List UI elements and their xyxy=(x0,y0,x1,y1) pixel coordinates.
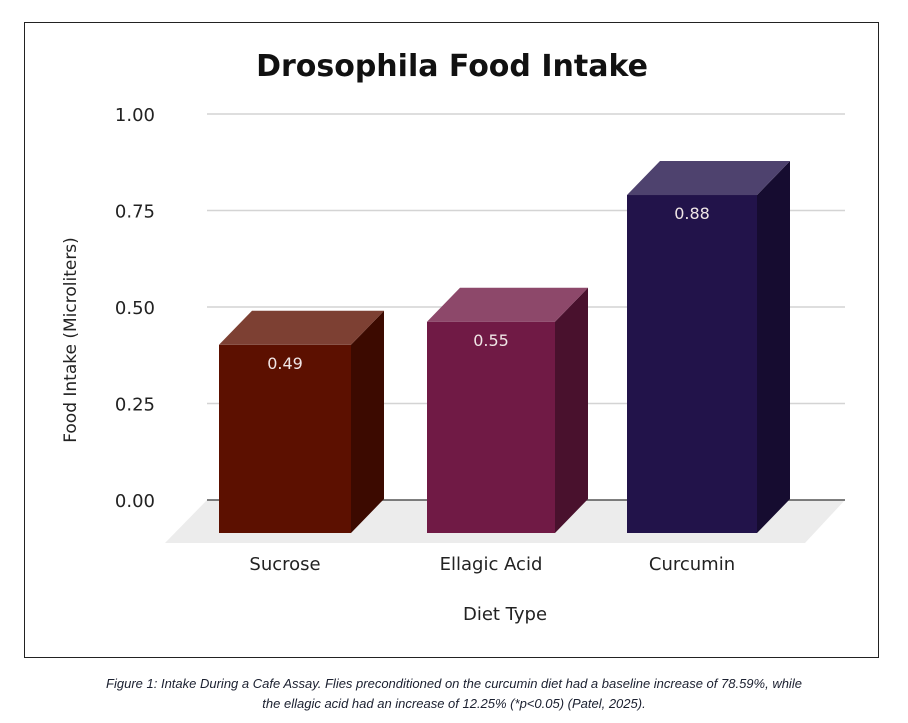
y-tick-label: 0.75 xyxy=(115,202,155,223)
figure-caption: Figure 1: Intake During a Cafe Assay. Fl… xyxy=(0,674,908,714)
caption-line-1: Figure 1: Intake During a Cafe Assay. Fl… xyxy=(106,676,802,691)
chart-title: Drosophila Food Intake xyxy=(256,49,648,84)
bar-ellagic-acid: 0.55 Ellagic Acid xyxy=(427,287,588,575)
bar-side xyxy=(555,287,588,533)
y-tick-label: 1.00 xyxy=(115,105,155,126)
bar-side xyxy=(351,310,384,533)
chart-frame xyxy=(24,22,879,658)
bar-front xyxy=(219,344,351,533)
bar-side xyxy=(757,161,790,533)
x-tick-label: Curcumin xyxy=(649,554,735,575)
bar-front xyxy=(427,321,555,533)
data-label: 0.88 xyxy=(674,204,710,223)
bar-sucrose: 0.49 Sucrose xyxy=(219,310,384,575)
y-tick-label: 0.50 xyxy=(115,298,155,319)
x-tick-label: Ellagic Acid xyxy=(440,554,543,575)
bar-chart: Drosophila Food Intake 0.00 0.25 0.50 0.75 1… xyxy=(61,49,845,625)
x-tick-label: Sucrose xyxy=(249,554,320,575)
bar-top xyxy=(427,287,588,322)
y-tick-label: 0.00 xyxy=(115,491,155,512)
bar-top xyxy=(219,310,384,345)
data-label: 0.49 xyxy=(267,354,303,373)
bar-curcumin: 0.88 Curcumin xyxy=(627,161,790,575)
data-label: 0.55 xyxy=(473,331,509,350)
bar-front xyxy=(627,195,757,533)
y-axis-label: Food Intake (Microliters) xyxy=(61,237,81,443)
y-tick-label: 0.25 xyxy=(115,395,155,416)
caption-line-2: the ellagic acid had an increase of 12.2… xyxy=(262,696,646,711)
bar-top xyxy=(627,161,790,196)
x-axis-label: Diet Type xyxy=(463,604,547,625)
